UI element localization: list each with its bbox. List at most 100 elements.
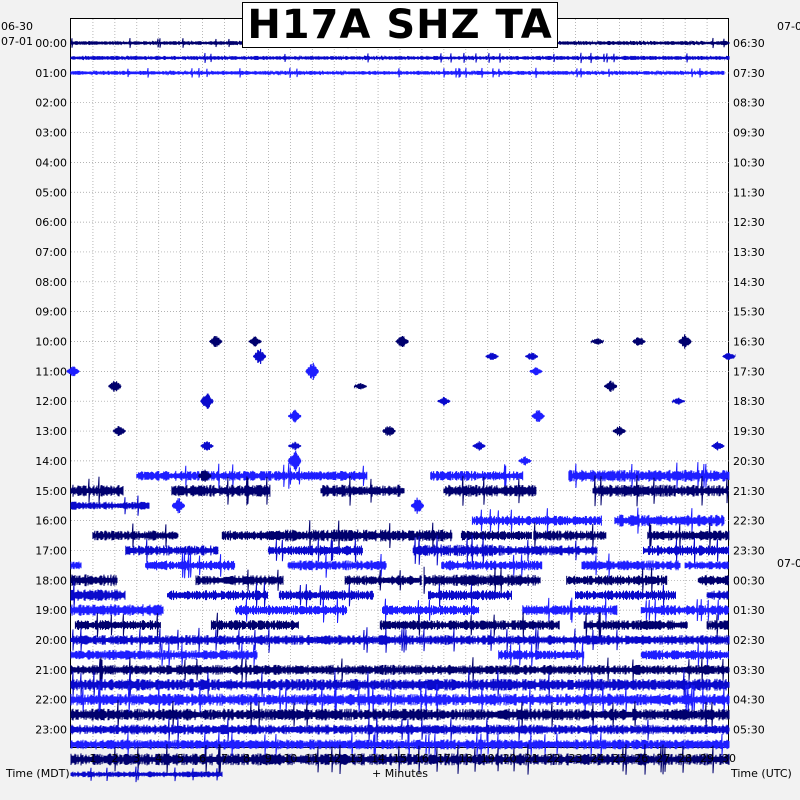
seismic-trace-segment: [533, 522, 607, 549]
left-tick-label: 14:00: [35, 455, 67, 468]
left-tick-label: 20:00: [35, 634, 67, 647]
seismic-event: [529, 367, 543, 376]
left-tick-label: 07:00: [35, 246, 67, 259]
x-tick-label: 8: [243, 752, 250, 765]
left-tick-label: 23:00: [35, 724, 67, 737]
seismic-event: [672, 397, 686, 405]
seismic-trace-segment: [640, 642, 729, 668]
seismic-event: [288, 441, 302, 451]
seismic-trace-segment: [167, 582, 268, 609]
x-tick-label: 17: [437, 752, 451, 765]
x-tick-label: 28: [678, 752, 692, 765]
left-tick-label: 13:00: [35, 425, 67, 438]
seismic-trace-segment: [344, 570, 422, 591]
seismic-trace-segment: [92, 523, 179, 548]
seismic-event: [200, 393, 214, 409]
right-tick-label: 04:30: [733, 694, 765, 707]
left-tick-label: 02:00: [35, 97, 67, 110]
seismic-trace-segment: [70, 581, 126, 610]
x-tick-label: 29: [700, 752, 714, 765]
seismic-trace-segment: [70, 561, 82, 570]
seismic-trace-segment: [471, 508, 602, 534]
x-axis-title: + Minutes: [372, 767, 429, 780]
x-tick-label: 27: [656, 752, 670, 765]
seismic-trace-segment: [195, 569, 284, 592]
seismic-event: [531, 410, 545, 423]
seismic-trace-segment: [382, 598, 479, 622]
x-tick-label: 23: [568, 752, 582, 765]
seismic-trace-segment: [278, 465, 367, 486]
seismic-trace-segment: [267, 538, 363, 563]
seismic-trace-segment: [412, 534, 501, 567]
seismic-trace-segment: [469, 612, 560, 638]
right-tick-label: 12:30: [733, 216, 765, 229]
right-tick-label: 23:30: [733, 544, 765, 557]
seismic-trace-segment: [74, 612, 161, 638]
right-tick-label: 06:30: [733, 37, 765, 50]
x-tick-label: 14: [371, 752, 385, 765]
seismic-trace-segment: [441, 554, 543, 577]
seismic-trace-segment: [70, 476, 124, 505]
seismic-event: [66, 366, 80, 377]
seismic-event: [395, 335, 409, 348]
seismic-event: [472, 441, 486, 451]
left-date-top: 06-30: [1, 20, 33, 33]
seismic-event: [632, 337, 646, 346]
right-tick-label: 03:30: [733, 664, 765, 677]
right-tick-label: 13:30: [733, 246, 765, 259]
seismic-trace-segment: [287, 552, 387, 578]
seismic-trace-segment: [583, 612, 688, 638]
seismic-trace-segment: [522, 597, 618, 623]
seismic-trace-segment: [70, 627, 730, 653]
x-tick-label: 11: [305, 752, 319, 765]
seismic-event: [112, 426, 126, 437]
seismic-trace-segment: [706, 614, 729, 636]
right-date-lower: 07-0: [777, 557, 800, 570]
right-tick-label: 21:30: [733, 485, 765, 498]
x-tick-label: 3: [133, 752, 140, 765]
x-tick-label: 1: [89, 752, 96, 765]
seismic-event: [200, 441, 214, 451]
tick-layer: 00:00 01:00 02:00 03:00 04:00 05:00 06:00 07:00…: [35, 37, 764, 765]
right-tick-label: 11:30: [733, 186, 765, 199]
x-tick-label: 13: [349, 752, 363, 765]
x-tick-label: 24: [590, 752, 604, 765]
right-tick-label: 14:30: [733, 276, 765, 289]
left-tick-label: 17:00: [35, 544, 67, 557]
x-tick-label: 21: [525, 752, 539, 765]
left-tick-label: 21:00: [35, 664, 67, 677]
seismic-trace-segment: [643, 537, 729, 564]
right-tick-label: 01:30: [733, 604, 765, 617]
left-tick-label: 09:00: [35, 306, 67, 319]
seismic-trace-segment: [70, 731, 730, 758]
x-tick-label: 26: [634, 752, 648, 765]
right-tick-label: 02:30: [733, 634, 765, 647]
right-tick-label: 22:30: [733, 515, 765, 528]
seismic-event: [711, 441, 725, 451]
left-tick-label: 10:00: [35, 336, 67, 349]
seismic-trace-segment: [70, 52, 730, 64]
seismic-trace-segment: [210, 612, 299, 638]
x-tick-label: 4: [155, 752, 162, 765]
seismic-event: [108, 380, 122, 392]
left-tick-label: 22:00: [35, 694, 67, 707]
seismic-trace-segment: [70, 669, 730, 701]
seismic-trace-segment: [697, 575, 729, 586]
seismic-trace-segment: [706, 590, 729, 601]
seismic-event: [722, 352, 736, 361]
seismic-trace-segment: [70, 642, 258, 668]
seismic-trace-segment: [379, 614, 470, 636]
seismic-event: [382, 425, 396, 437]
x-tick-label: 12: [327, 752, 341, 765]
left-tick-label: 05:00: [35, 186, 67, 199]
seismic-trace-segment: [581, 553, 681, 578]
seismic-trace-segment: [443, 475, 537, 506]
seismic-trace-segment: [70, 574, 118, 587]
right-tick-label: 15:30: [733, 306, 765, 319]
seismic-trace-segment: [70, 604, 164, 617]
x-tick-label: 16: [415, 752, 429, 765]
x-tick-label: 25: [612, 752, 626, 765]
seismic-event: [612, 426, 626, 437]
right-axis-title: Time (UTC): [731, 767, 792, 780]
right-tick-label: 08:30: [733, 97, 765, 110]
